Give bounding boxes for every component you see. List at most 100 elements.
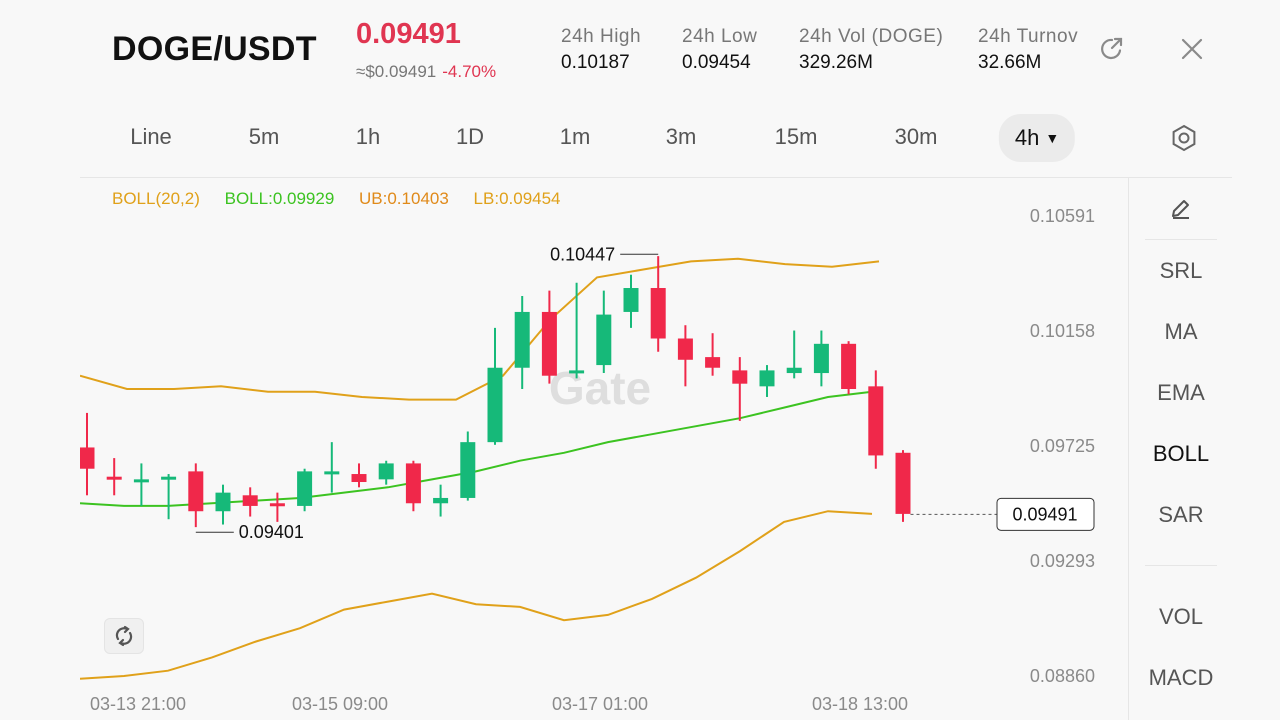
- indicator-ma[interactable]: MA: [1164, 319, 1198, 344]
- high-price-label: 0.10447: [550, 244, 615, 264]
- time-axis-label: 03-15 09:00: [292, 694, 388, 714]
- time-axis-label: 03-17 01:00: [552, 694, 648, 714]
- candle-up: [569, 282, 585, 379]
- candle-body: [786, 367, 802, 374]
- usd-price: ≈$0.09491: [356, 62, 437, 81]
- stat-label: 24h Turnov: [978, 26, 1079, 47]
- legend-boll-mid: BOLL:0.09929: [224, 189, 335, 208]
- legend-upper-band: UB:0.10403: [359, 189, 449, 208]
- interval-1d[interactable]: 1D: [455, 124, 485, 149]
- panel-divider: [1145, 565, 1217, 566]
- market-header: DOGE/USDT 0.09491 ≈$0.09491 -4.70% 24h Hi…: [0, 0, 1280, 100]
- candle-body: [80, 447, 95, 469]
- candle-down: [650, 256, 666, 352]
- candle-up: [813, 330, 829, 387]
- candle-body: [541, 311, 557, 376]
- interval-5m[interactable]: 5m: [248, 124, 280, 149]
- chart-canvas: Gate 0.10591 0.10158 0.09725 0.09293 0.08860…: [80, 206, 1095, 714]
- candle-body: [759, 370, 775, 387]
- candle-down: [841, 341, 857, 395]
- candle-up: [460, 431, 476, 501]
- indicator-vol[interactable]: VOL: [1158, 604, 1204, 629]
- indicator-macd[interactable]: MACD: [1148, 665, 1214, 690]
- stat-label: 24h High: [561, 26, 642, 47]
- candle-down: [705, 333, 721, 376]
- candle-down: [351, 463, 367, 488]
- candle-body: [378, 463, 394, 480]
- legend-boll-params: BOLL(20,2): [112, 189, 200, 208]
- candle-body: [732, 370, 748, 384]
- candle-body: [242, 495, 258, 506]
- candle-down: [895, 450, 911, 522]
- interval-bar: Line 5m 1h 1D 1m 3m 15m 30m 4h ▼: [0, 110, 1280, 166]
- interval-1h[interactable]: 1h: [355, 124, 381, 149]
- candle-up: [133, 463, 149, 506]
- candle-body: [161, 476, 177, 480]
- candlestick-chart[interactable]: Gate 0.10591 0.10158 0.09725 0.09293 0.08860…: [80, 178, 1128, 720]
- legend-lower-band: LB:0.09454: [473, 189, 561, 208]
- candle-body: [351, 474, 367, 483]
- interval-30m[interactable]: 30m: [894, 124, 938, 149]
- stat-24h-high: 24h High 0.10187: [561, 26, 641, 74]
- last-price: 0.09491: [356, 18, 461, 50]
- candle-down: [732, 357, 748, 421]
- boll-legend: BOLL(20,2) BOLL:0.09929 UB:0.10403 LB:0.…: [112, 189, 581, 209]
- change-percent: -4.70%: [442, 62, 497, 81]
- candle-up: [378, 460, 394, 485]
- candle-body: [841, 343, 857, 389]
- settings-hexagon-icon[interactable]: [1168, 122, 1200, 154]
- time-axis-label: 03-13 21:00: [90, 694, 186, 714]
- indicator-sar[interactable]: SAR: [1158, 502, 1204, 527]
- candle-body: [133, 479, 149, 483]
- candle-body: [324, 471, 340, 475]
- candle-body: [297, 471, 313, 506]
- candle-up: [786, 330, 802, 379]
- candle-body: [895, 452, 911, 514]
- indicator-srl[interactable]: SRL: [1159, 258, 1203, 283]
- time-axis-label: 03-18 13:00: [812, 694, 908, 714]
- stat-label: 24h Low: [682, 26, 758, 47]
- indicator-ema[interactable]: EMA: [1157, 380, 1205, 405]
- active-interval-label: 4h: [1014, 125, 1040, 150]
- candle-body: [215, 492, 231, 512]
- indicator-panel: SRL MA EMA BOLL SAR VOL MACD: [1128, 178, 1232, 720]
- interval-3m[interactable]: 3m: [665, 124, 697, 149]
- share-icon[interactable]: [1097, 34, 1127, 64]
- price-axis-label: 0.10591: [1030, 206, 1095, 226]
- interval-15m[interactable]: 15m: [774, 124, 818, 149]
- candle-down: [541, 290, 557, 384]
- candle-down: [242, 487, 258, 517]
- candle-body: [460, 442, 476, 498]
- panel-divider: [1145, 239, 1217, 240]
- price-axis-label: 0.09725: [1030, 436, 1095, 456]
- candle-body: [569, 370, 585, 374]
- candle-down: [106, 458, 122, 496]
- candle-up: [215, 484, 231, 525]
- stat-24h-turnover: 24h Turnov 32.66M: [978, 26, 1086, 74]
- candle-up: [161, 474, 177, 520]
- interval-line[interactable]: Line: [130, 124, 172, 149]
- candle-down: [188, 463, 204, 528]
- candle-body: [514, 311, 530, 368]
- current-price-label: 0.09491: [1012, 504, 1077, 524]
- close-icon[interactable]: [1177, 34, 1207, 64]
- refresh-icon[interactable]: [104, 618, 144, 654]
- stat-value: 329.26M: [799, 52, 873, 73]
- candle-down: [269, 492, 285, 522]
- candle-body: [596, 314, 612, 366]
- candle-up: [514, 295, 530, 389]
- price-subline: ≈$0.09491 -4.70%: [356, 62, 496, 82]
- candle-body: [868, 386, 884, 456]
- price-axis-label: 0.09293: [1030, 551, 1095, 571]
- lower-band-line: [80, 510, 873, 680]
- candle-body: [405, 463, 421, 504]
- candle-body: [650, 288, 666, 339]
- candle-down: [677, 325, 693, 387]
- pencil-icon[interactable]: [1129, 196, 1233, 228]
- stat-value: 32.66M: [978, 52, 1042, 73]
- price-axis-label: 0.08860: [1030, 666, 1095, 686]
- candle-body: [106, 476, 122, 480]
- indicator-boll[interactable]: BOLL: [1152, 441, 1210, 466]
- interval-4h-dropdown[interactable]: 4h ▼: [998, 114, 1076, 162]
- interval-1m[interactable]: 1m: [559, 124, 591, 149]
